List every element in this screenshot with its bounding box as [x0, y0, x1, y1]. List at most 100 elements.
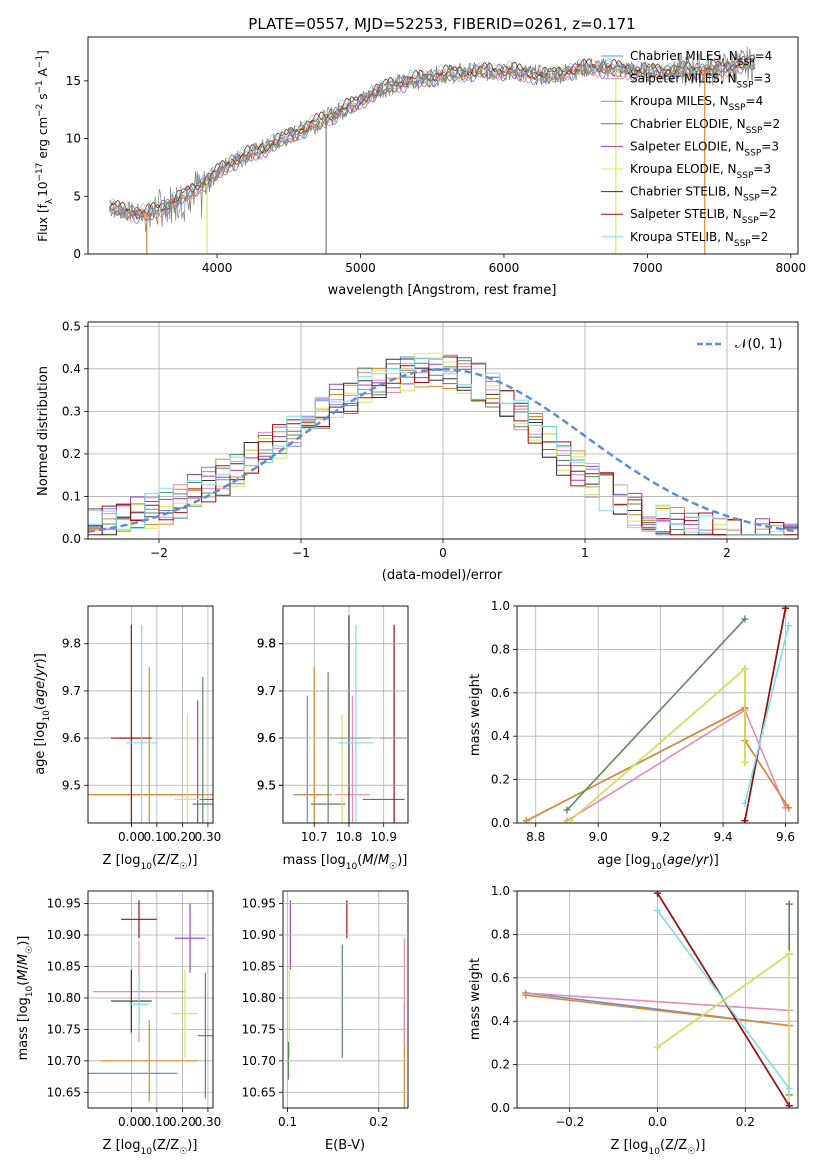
- y-tick-label-0: 10.65: [47, 1085, 81, 1099]
- x-tick-label-4: 2: [723, 546, 731, 560]
- series-marker-5-0: [566, 817, 574, 823]
- plot-area: [522, 606, 793, 823]
- x-tick-label-1: 9.0: [589, 830, 608, 844]
- ebv-y-tick-label-0: 10.65: [242, 1085, 276, 1099]
- x-tick-label-3: 1: [581, 546, 589, 560]
- y-tick-label-2: 0.4: [491, 1014, 510, 1028]
- axes-frame: [516, 890, 799, 1109]
- histogram-legend: 𝒩(0, 1): [697, 337, 782, 352]
- series-marker-8-0: [654, 907, 661, 915]
- mass-y-tick-label-0: 9.5: [257, 778, 276, 792]
- x-tick-label-0: 0.00: [118, 830, 145, 844]
- x-tick-label-0: −2: [150, 546, 168, 560]
- series-line-8: [656, 910, 790, 1089]
- legend-label-5: Kroupa ELODIE, NSSP=3: [630, 162, 771, 181]
- y-tick-label-4: 10.85: [47, 959, 81, 973]
- age-massweight-panel: 8.8 9.0 9.2 9.4 9.6 0.0 0.2 0.4 0.6 0.8 1.0: [491, 599, 799, 844]
- z-mw-xlabel: Z [log10(Z/Z☉)]: [611, 1138, 706, 1157]
- ebv-mass-panel: 0.1 0.2 10.65 10.70 10.75 10.80 10.85 10.90 10.9…: [242, 890, 409, 1129]
- y-tick-label-1: 0.2: [491, 773, 510, 787]
- mass-y-tick-label-2: 9.7: [257, 684, 276, 698]
- y-tick-label-0: 0.0: [491, 816, 510, 830]
- x-tick-label-0: 8.8: [526, 830, 545, 844]
- mass-age-panel: 10.7 10.8 10.99.59.69.79.89.59.69.79.8: [257, 605, 409, 844]
- legend-label-3: Chabrier ELODIE, NSSP=2: [630, 117, 780, 136]
- legend-label-8: Kroupa STELIB, NSSP=2: [630, 230, 768, 249]
- axes-frame: [282, 890, 409, 1109]
- age-mw-xlabel: age [log10(age/yr)]: [597, 853, 719, 872]
- x-tick-label-2: 0.2: [736, 1115, 755, 1129]
- mass-y-tick-label-3: 9.8: [257, 637, 276, 651]
- y-tick-label-3: 0.6: [491, 971, 510, 985]
- series-line-5: [657, 952, 790, 1106]
- axes-frame: [87, 605, 214, 824]
- x-tick-label-1: 5000: [345, 261, 376, 275]
- y-tick-label-3: 0.3: [62, 404, 81, 418]
- series-marker-3-0: [563, 806, 571, 814]
- metallicity-age-panel: 0.000.100.200.30 9.5 9.6 9.7 9.8: [62, 605, 222, 844]
- x-tick-label-3: 0.30: [195, 1115, 222, 1129]
- series-marker-7-0: [741, 817, 749, 823]
- axes-frame: [87, 321, 799, 540]
- series-marker-5-2: [741, 758, 749, 766]
- y-tick-label-1: 9.6: [62, 731, 81, 745]
- y-tick-label-4: 0.8: [491, 927, 510, 941]
- axes-frame: [516, 605, 799, 824]
- y-tick-label-2: 9.7: [62, 684, 81, 698]
- y-tick-label-1: 9.6: [257, 731, 276, 745]
- plot-area: [88, 352, 798, 536]
- y-tick-label-5: 1.0: [491, 884, 510, 898]
- series-line-5: [569, 667, 746, 822]
- series-marker-5-1: [785, 950, 793, 958]
- y-tick-label-2: 10.75: [47, 1022, 81, 1036]
- series-marker-8-0: [741, 799, 749, 807]
- ebv-y-tick-label-6: 10.95: [242, 897, 276, 911]
- y-tick-label-5: 1.0: [491, 599, 510, 613]
- normal-curve: [88, 368, 798, 533]
- z-age-xlabel: Z [log10(Z/Z☉)]: [103, 853, 198, 872]
- series-line-4: [657, 952, 790, 1106]
- series-marker-2-0: [522, 817, 530, 823]
- series-marker-7-0: [654, 891, 661, 897]
- z-mass-xlabel: Z [log10(Z/Z☉)]: [103, 1138, 198, 1157]
- series-marker-8-1: [785, 622, 793, 630]
- y-tick-label-2: 10: [66, 132, 81, 146]
- x-tick-label-3: 0.30: [195, 830, 222, 844]
- plot-area: [522, 891, 793, 1108]
- z-age-ylabel: age [log10(age/yr)]: [33, 653, 52, 775]
- series-marker-8-1: [785, 1084, 793, 1092]
- legend-label-7: Salpeter STELIB, NSSP=2: [630, 207, 776, 226]
- data-spectrum: [109, 46, 756, 233]
- series-line-1: [525, 992, 790, 1012]
- z-mw-ylabel: mass weight: [468, 958, 483, 1040]
- legend-label-1: Salpeter MILES, NSSP=3: [630, 72, 771, 91]
- spectrum-ylabel: Flux [fλ10−17 erg cm−2 s−1 A−1]: [35, 50, 55, 242]
- series-marker-5-1: [741, 665, 749, 673]
- x-tick-label-2: 0: [439, 546, 447, 560]
- series-line-3: [566, 618, 746, 811]
- legend-label-0: Chabrier MILES, NSSP=4: [630, 49, 772, 68]
- y-tick-label-0: 9.5: [62, 778, 81, 792]
- spectrum-title: PLATE=0557, MJD=52253, FIBERID=0261, z=0…: [248, 15, 635, 33]
- axes-frame: [87, 36, 799, 255]
- plot-area: [109, 46, 756, 254]
- series-marker-2-0: [522, 991, 530, 999]
- legend-label-4: Salpeter ELODIE, NSSP=3: [630, 139, 779, 158]
- y-tick-label-3: 9.8: [257, 637, 276, 651]
- series-marker-3-1: [741, 615, 749, 623]
- y-tick-label-5: 0.5: [62, 319, 81, 333]
- ebv-y-tick-label-4: 10.85: [242, 959, 276, 973]
- normal-legend-label: 𝒩(0, 1): [735, 337, 782, 352]
- x-tick-label-0: 0.00: [118, 1115, 145, 1129]
- x-tick-label-4: 9.6: [776, 830, 795, 844]
- y-tick-label-4: 0.8: [491, 642, 510, 656]
- x-tick-label-0: 4000: [202, 261, 233, 275]
- x-tick-label-2: 0.20: [169, 1115, 196, 1129]
- x-tick-label-3: 9.4: [714, 830, 733, 844]
- axes-frame: [282, 605, 409, 824]
- metallicity-mass-panel: 0.000.100.200.30 10.65 10.70 10.75 10.80 10.8…: [47, 890, 222, 1129]
- y-tick-label-3: 10.80: [47, 991, 81, 1005]
- mass-y-tick-label-1: 9.6: [257, 731, 276, 745]
- x-tick-label-2: 9.2: [651, 830, 670, 844]
- metallicity-massweight-panel: −0.2 0.0 0.2 0.0 0.2 0.4 0.6 0.8 1.0: [491, 884, 799, 1129]
